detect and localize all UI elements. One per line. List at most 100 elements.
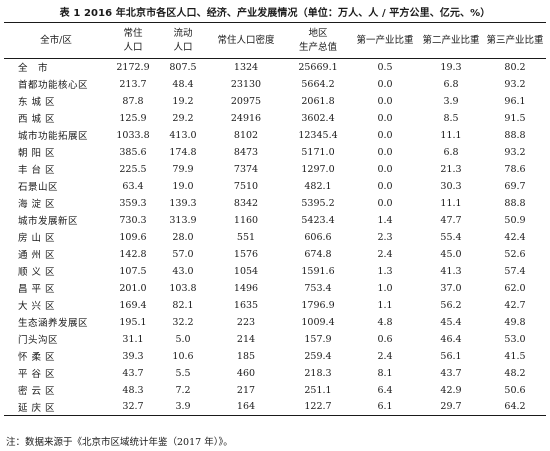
column-header: 全市/区 bbox=[4, 22, 108, 59]
value-cell: 413.0 bbox=[169, 129, 197, 141]
column-header-line: 第三产业比重 bbox=[486, 34, 544, 46]
table-row: 平 谷 区 43.7 5.5 460 218.3 8.1 43.7 48.2 bbox=[4, 365, 546, 382]
value-cell: 4.8 bbox=[377, 316, 393, 328]
value-cell: 23130 bbox=[230, 78, 262, 90]
value-cell: 6.4 bbox=[377, 384, 393, 396]
region-name-cell: 城市发展新区 bbox=[18, 216, 79, 227]
value-cell: 7.2 bbox=[175, 384, 191, 396]
value-cell: 24916 bbox=[230, 112, 262, 124]
value-cell: 0.0 bbox=[377, 78, 393, 90]
value-cell: 3.9 bbox=[158, 398, 208, 416]
value-cell: 0.0 bbox=[377, 95, 393, 107]
table-row: 城市发展新区 730.3 313.9 1160 5423.4 1.4 47.7 50.9 bbox=[4, 212, 546, 229]
value-cell: 5.5 bbox=[175, 367, 191, 379]
column-header-line: 第一产业比重 bbox=[356, 34, 414, 46]
value-cell: 0.0 bbox=[377, 146, 393, 158]
value-cell: 10.6 bbox=[172, 350, 194, 362]
value-cell: 753.4 bbox=[304, 282, 332, 294]
column-header-line: 人口 bbox=[123, 41, 143, 53]
value-cell: 87.8 bbox=[122, 95, 144, 107]
region-name-cell: 石景山区 bbox=[18, 182, 59, 193]
column-header-line: 常住人口密度 bbox=[217, 34, 275, 46]
value-cell: 223 bbox=[236, 316, 256, 328]
value-cell: 56.1 bbox=[440, 350, 462, 362]
value-cell: 218.3 bbox=[304, 367, 332, 379]
value-cell: 0.0 bbox=[377, 112, 393, 124]
table-row: 全 市 2172.9 807.5 1324 25669.1 0.5 19.3 80.2 bbox=[4, 59, 546, 76]
value-cell: 0.0 bbox=[377, 180, 393, 192]
table-row: 首都功能核心区 213.7 48.4 23130 5664.2 0.0 6.8 93.2 bbox=[4, 76, 546, 93]
table-row: 延 庆 区 32.7 3.9 164 122.7 6.1 29.7 64.2 bbox=[4, 398, 546, 416]
table-row: 房 山 区 109.6 28.0 551 606.6 2.3 55.4 42.4 bbox=[4, 229, 546, 246]
value-cell: 39.3 bbox=[122, 350, 144, 362]
region-name-cell: 怀 柔 区 bbox=[18, 352, 56, 363]
value-cell: 64.2 bbox=[484, 398, 546, 416]
value-cell: 43.7 bbox=[440, 367, 462, 379]
value-cell: 42.9 bbox=[440, 384, 462, 396]
value-cell: 201.0 bbox=[119, 282, 147, 294]
value-cell: 1591.6 bbox=[301, 265, 335, 277]
value-cell: 42.4 bbox=[504, 231, 526, 243]
region-name-cell: 东 城 区 bbox=[18, 97, 56, 108]
value-cell: 6.1 bbox=[352, 398, 418, 416]
table-row: 生态涵养发展区 195.1 32.2 223 1009.4 4.8 45.4 49.8 bbox=[4, 314, 546, 331]
value-cell: 7374 bbox=[233, 163, 259, 175]
value-cell: 50.9 bbox=[504, 214, 526, 226]
value-cell: 93.2 bbox=[504, 146, 526, 158]
value-cell: 0.5 bbox=[377, 61, 393, 73]
table-row: 海 淀 区 359.3 139.3 8342 5395.2 0.0 11.1 88.8 bbox=[4, 195, 546, 212]
value-cell: 37.0 bbox=[440, 282, 462, 294]
table-row: 门头沟区 31.1 5.0 214 157.9 0.6 46.4 53.0 bbox=[4, 331, 546, 348]
value-cell: 185 bbox=[236, 350, 256, 362]
value-cell: 1054 bbox=[233, 265, 259, 277]
value-cell: 79.9 bbox=[172, 163, 194, 175]
value-cell: 21.3 bbox=[440, 163, 462, 175]
value-cell: 157.9 bbox=[304, 333, 332, 345]
table-row: 西 城 区 125.9 29.2 24916 3602.4 0.0 8.5 91.5 bbox=[4, 110, 546, 127]
value-cell: 251.1 bbox=[304, 384, 332, 396]
value-cell: 174.8 bbox=[169, 146, 197, 158]
value-cell: 142.8 bbox=[119, 248, 147, 260]
value-cell: 674.8 bbox=[304, 248, 332, 260]
value-cell: 57.0 bbox=[172, 248, 194, 260]
value-cell: 460 bbox=[236, 367, 256, 379]
column-header: 常住 人口 bbox=[108, 22, 158, 59]
table-row: 石景山区 63.4 19.0 7510 482.1 0.0 30.3 69.7 bbox=[4, 178, 546, 195]
value-cell: 48.3 bbox=[122, 384, 144, 396]
value-cell: 88.8 bbox=[504, 197, 526, 209]
region-name-cell: 朝 阳 区 bbox=[18, 148, 56, 159]
region-name-cell: 首都功能核心区 bbox=[18, 80, 89, 91]
region-name-cell: 大 兴 区 bbox=[18, 301, 56, 312]
column-header-line: 常住 bbox=[123, 27, 143, 39]
value-cell: 109.6 bbox=[119, 231, 147, 243]
value-cell: 5423.4 bbox=[301, 214, 335, 226]
region-name-cell: 通 州 区 bbox=[18, 250, 56, 261]
column-header-line: 生产总值 bbox=[298, 41, 337, 53]
value-cell: 57.4 bbox=[504, 265, 526, 277]
value-cell: 606.6 bbox=[304, 231, 332, 243]
table-row: 丰 台 区 225.5 79.9 7374 1297.0 0.0 21.3 78.6 bbox=[4, 161, 546, 178]
region-name-cell: 延 庆 区 bbox=[4, 398, 108, 416]
value-cell: 41.3 bbox=[440, 265, 462, 277]
value-cell: 78.6 bbox=[504, 163, 526, 175]
column-header-line: 全市/区 bbox=[40, 34, 72, 46]
value-cell: 32.2 bbox=[172, 316, 194, 328]
value-cell: 6.8 bbox=[443, 146, 459, 158]
value-cell: 63.4 bbox=[122, 180, 144, 192]
value-cell: 8102 bbox=[233, 129, 259, 141]
value-cell: 43.7 bbox=[122, 367, 144, 379]
value-cell: 5.0 bbox=[175, 333, 191, 345]
value-cell: 12345.4 bbox=[298, 129, 338, 141]
value-cell: 49.8 bbox=[504, 316, 526, 328]
value-cell: 1.1 bbox=[377, 299, 393, 311]
value-cell: 313.9 bbox=[169, 214, 197, 226]
region-name-cell: 生态涵养发展区 bbox=[18, 318, 89, 329]
value-cell: 7510 bbox=[233, 180, 259, 192]
value-cell: 93.2 bbox=[504, 78, 526, 90]
header-row: 全市/区 常住 人口 流动 人口 常住人口密度 地区 生产总值 第一产业比重 第二产业比重 第三产业… bbox=[4, 22, 546, 59]
value-cell: 5171.0 bbox=[301, 146, 335, 158]
value-cell: 1297.0 bbox=[301, 163, 335, 175]
value-cell: 45.0 bbox=[440, 248, 462, 260]
value-cell: 8473 bbox=[233, 146, 259, 158]
column-header: 第三产业比重 bbox=[484, 22, 546, 59]
